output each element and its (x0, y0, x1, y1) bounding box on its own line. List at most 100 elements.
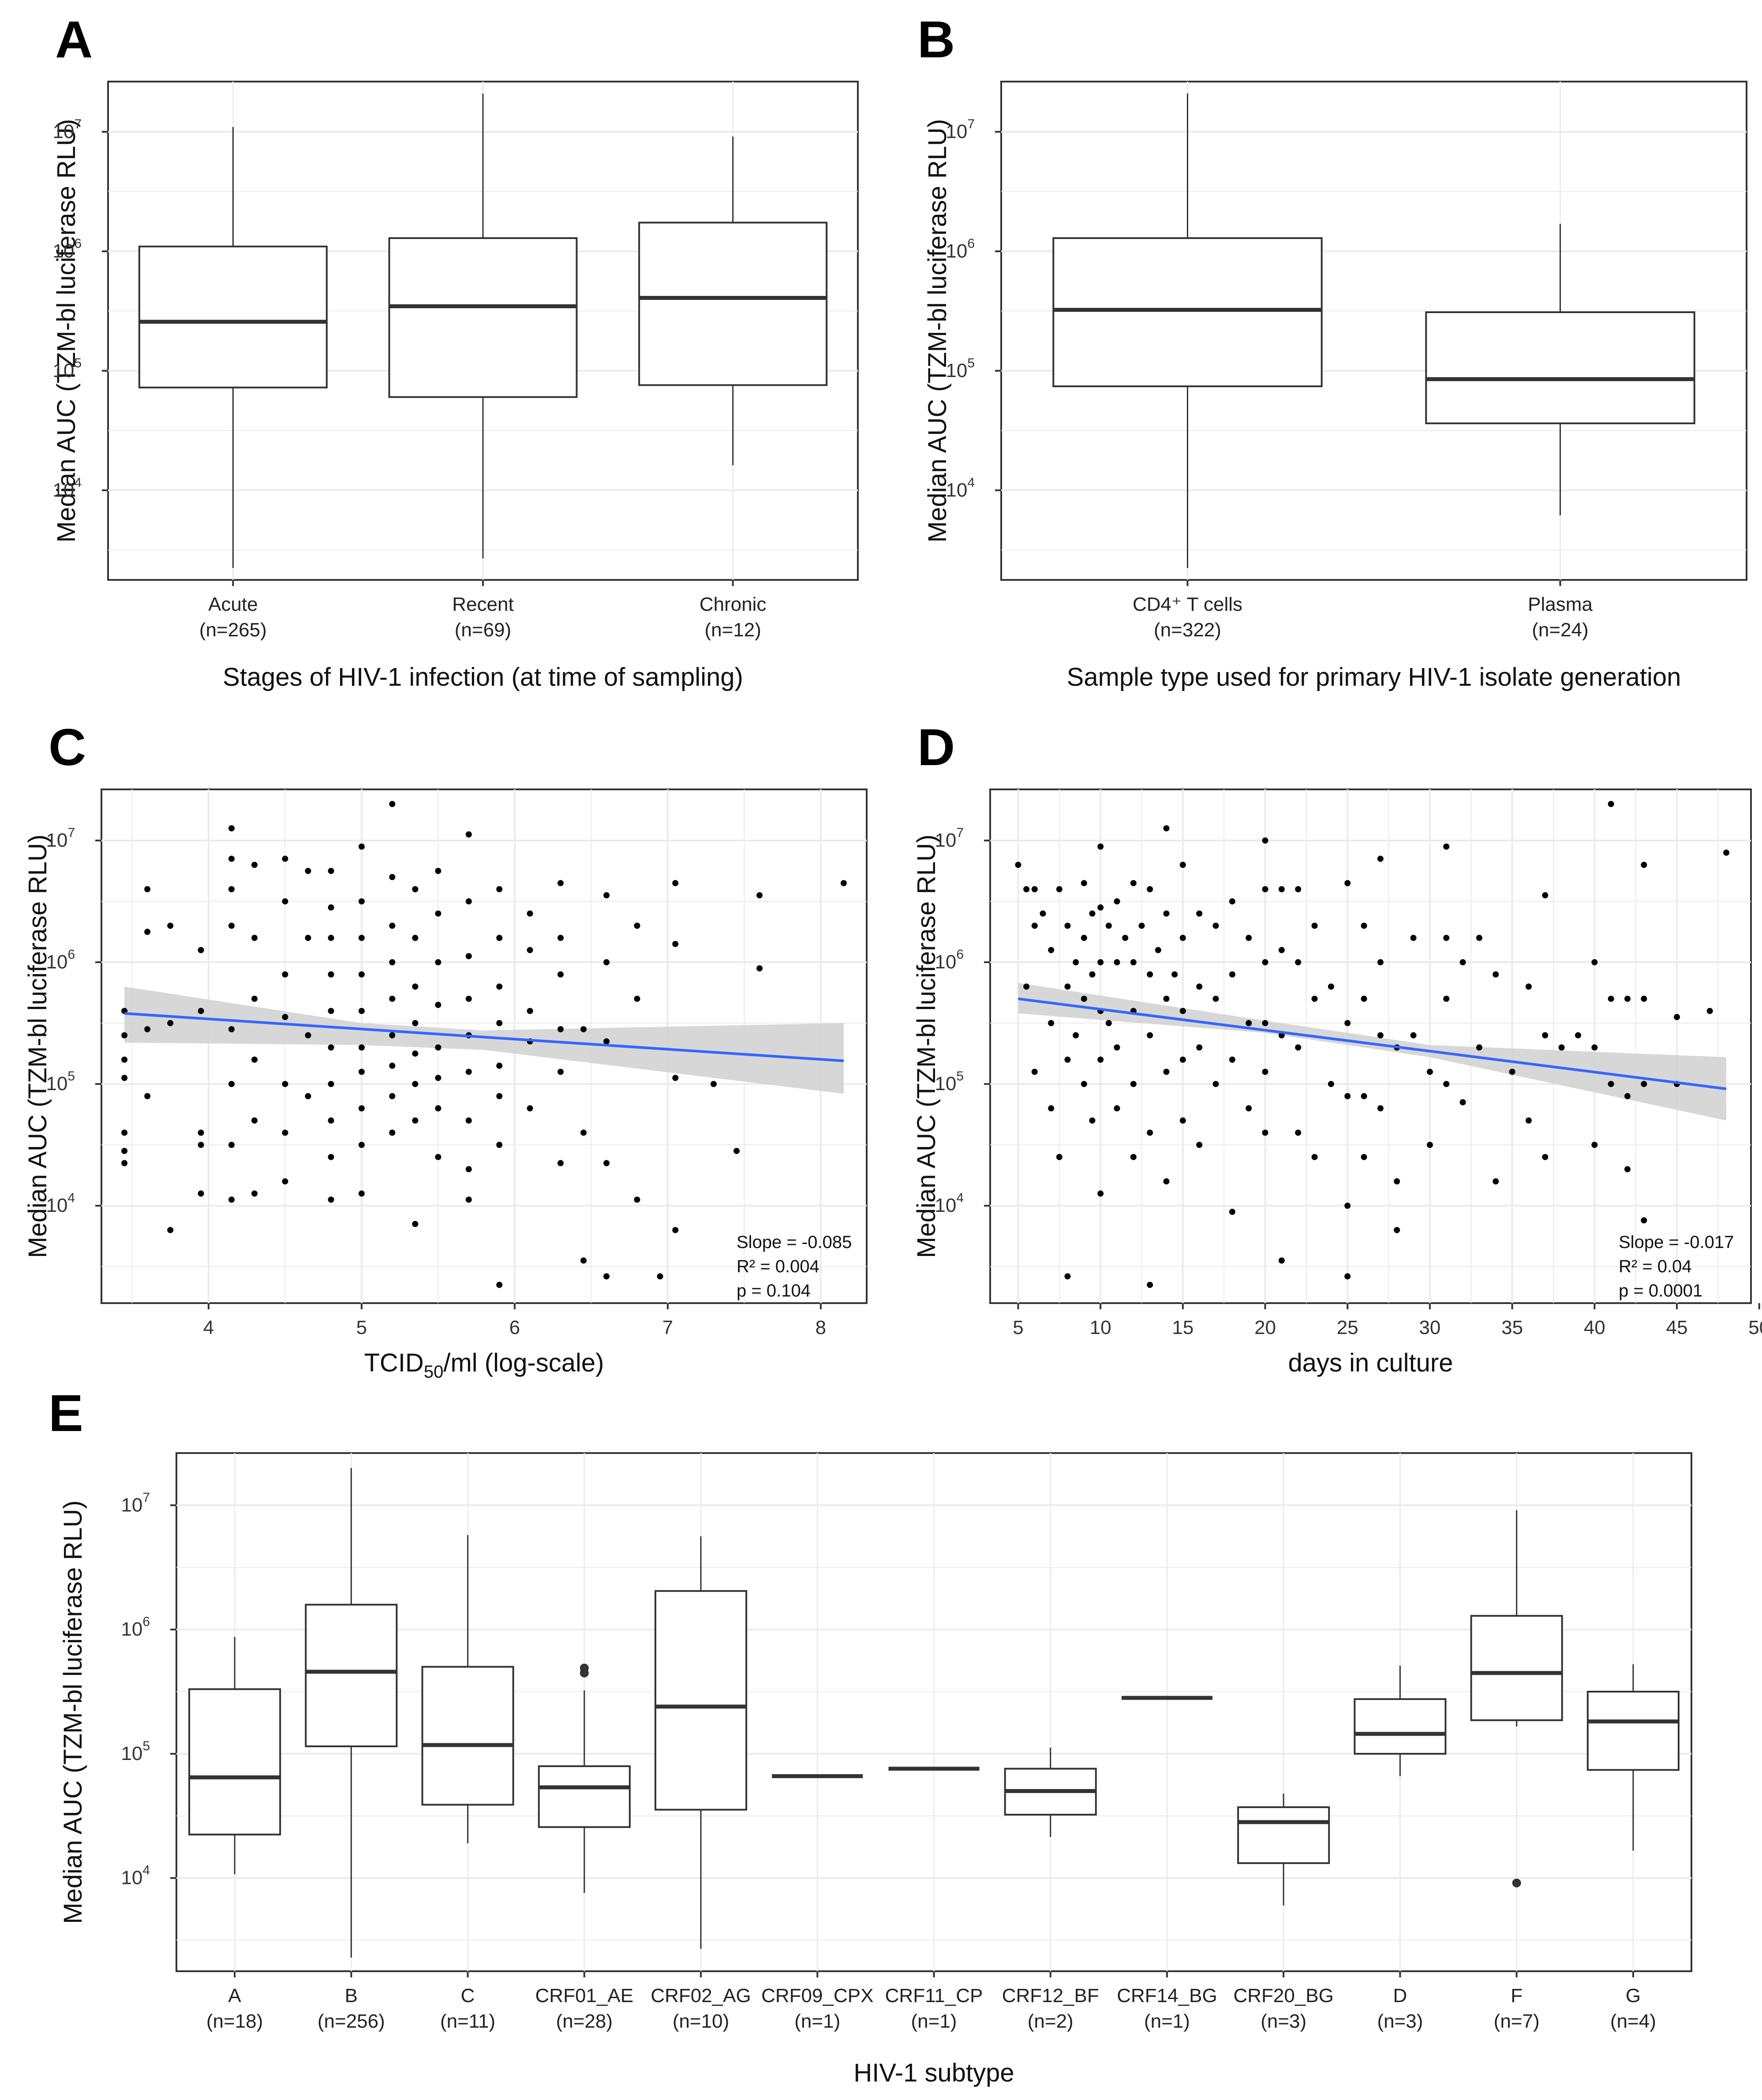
data-point (1443, 995, 1450, 1002)
data-point (167, 1020, 174, 1027)
data-point (198, 1190, 204, 1197)
data-point (144, 1093, 151, 1099)
data-point (634, 1196, 640, 1203)
data-point (1147, 1282, 1153, 1288)
data-point (1097, 959, 1104, 966)
category-count: (n=3) (1261, 2010, 1306, 2032)
y-tick-base: 10 (52, 240, 74, 262)
data-point (1081, 880, 1087, 886)
data-point (1130, 959, 1137, 966)
y-tick-exponent: 6 (967, 236, 975, 251)
y-tick-exponent: 6 (956, 947, 964, 962)
data-point (412, 1020, 419, 1027)
data-point (1114, 1105, 1120, 1112)
data-point (1361, 995, 1367, 1002)
y-tick-exponent: 5 (967, 356, 975, 370)
y-tick-label: 107 (52, 117, 82, 142)
y-tick-exponent: 4 (142, 1863, 150, 1878)
data-point (251, 934, 258, 941)
y-tick-base: 10 (935, 951, 956, 973)
y-tick-label: 104 (935, 1191, 964, 1216)
x-tick-label: 20 (1254, 1317, 1276, 1338)
category-label: Acute (208, 594, 258, 615)
data-point (1212, 923, 1219, 929)
fit-statistic: p = 0.0001 (1619, 1281, 1702, 1300)
data-point (496, 1062, 503, 1069)
data-point (1542, 892, 1549, 899)
y-tick-exponent: 5 (74, 356, 82, 370)
iqr-box (388, 237, 578, 398)
y-tick-label: 105 (52, 356, 82, 381)
y-tick-base: 10 (946, 121, 967, 142)
box-12 (1470, 1510, 1563, 1887)
data-point (1048, 1020, 1055, 1027)
data-point (1394, 1178, 1400, 1185)
y-tick-base: 10 (935, 1195, 956, 1216)
y-tick-exponent: 7 (142, 1490, 150, 1505)
data-point (1147, 886, 1153, 893)
data-points (121, 801, 847, 1288)
iqr-box (421, 1666, 514, 1806)
data-point (1246, 1105, 1252, 1112)
data-point (1212, 1081, 1219, 1087)
data-point (1426, 1142, 1433, 1148)
data-point (198, 947, 204, 953)
data-point (412, 886, 419, 893)
data-point (1443, 1081, 1450, 1087)
data-point (412, 1117, 419, 1124)
data-point (465, 831, 472, 838)
data-point (282, 1178, 288, 1185)
y-tick-label: 105 (46, 1069, 75, 1095)
data-point (1130, 1081, 1137, 1087)
data-point (358, 1044, 365, 1051)
data-point (756, 965, 763, 972)
data-point (1097, 843, 1104, 850)
y-axis-title: Median AUC (TZM-bl luciferase RLU) (59, 1500, 87, 1924)
x-tick-label: 30 (1419, 1317, 1440, 1338)
data-point (1706, 1008, 1713, 1014)
x-axis-title: Sample type used for primary HIV-1 isola… (1067, 663, 1681, 691)
data-point (1410, 934, 1417, 941)
box-3 (638, 136, 828, 465)
x-axis-title: HIV-1 subtype (853, 2059, 1014, 2087)
category-count: (n=11) (440, 2010, 495, 2032)
data-point (557, 971, 564, 978)
data-point (527, 1008, 533, 1014)
data-point (121, 1129, 128, 1136)
data-point (1311, 923, 1318, 929)
data-point (1171, 971, 1178, 978)
box-4 (538, 1663, 631, 1893)
data-point (496, 983, 503, 990)
data-point (1163, 1069, 1170, 1075)
data-point (1246, 1020, 1252, 1027)
data-point (1179, 1117, 1186, 1124)
y-tick-label: 106 (121, 1614, 150, 1640)
data-point (1641, 995, 1647, 1002)
category-label: Chronic (700, 594, 767, 615)
data-point (527, 1105, 533, 1112)
y-tick-base: 10 (946, 479, 967, 501)
data-point (1081, 1081, 1087, 1087)
data-point (1558, 1044, 1565, 1051)
data-point (389, 995, 396, 1002)
data-point (435, 867, 441, 874)
data-point (711, 1081, 717, 1087)
x-tick-label: 5 (356, 1317, 367, 1338)
category-label: C (461, 1985, 475, 2007)
data-point (1344, 1093, 1351, 1099)
data-point (1608, 801, 1614, 807)
category-label: F (1511, 1985, 1523, 2007)
fit-statistic: Slope = -0.085 (737, 1233, 852, 1252)
category-count: (n=28) (556, 2010, 613, 2032)
data-point (1179, 934, 1186, 941)
y-tick-base: 10 (52, 121, 74, 142)
y-tick-exponent: 4 (67, 1191, 75, 1205)
y-tick-label: 106 (946, 236, 975, 262)
iqr-box (305, 1603, 398, 1747)
data-point (1262, 1020, 1268, 1027)
data-point (1624, 1093, 1631, 1099)
data-point (1229, 1056, 1235, 1063)
data-point (1344, 1020, 1351, 1027)
